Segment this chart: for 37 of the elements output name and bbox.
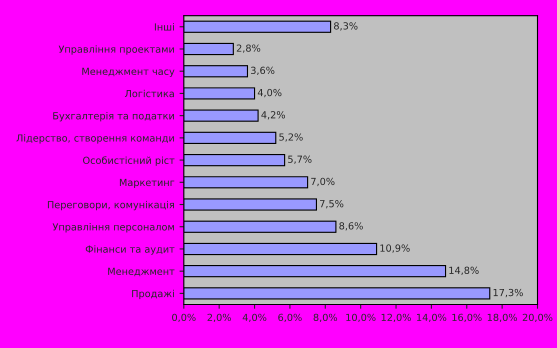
y-tick-label: Продажі (132, 290, 174, 300)
x-tick-label: 2,0% (208, 314, 231, 322)
y-tick-label: Інші (154, 23, 174, 30)
y-tick-label: Логістика (124, 90, 174, 98)
y-tick-label: Менеджмент (108, 268, 174, 276)
data-label: 5,7% (288, 156, 312, 164)
x-tick-label: 18,0% (488, 314, 518, 322)
data-label: 3,6% (250, 66, 274, 76)
x-tick-label: 4,0% (242, 314, 266, 322)
x-tick-label: 8,0% (314, 314, 338, 322)
y-tick-label: Лідерство, створення команди (16, 134, 174, 144)
y-tick-label: Переговори, комунікація (48, 200, 174, 210)
y-tick-label: Маркетинг (120, 178, 174, 188)
data-label: 7,0% (311, 178, 335, 186)
x-tick-label: 14,0% (417, 314, 446, 322)
x-tick-label: 0,0% (172, 314, 196, 322)
data-label: 2,8% (236, 44, 260, 53)
data-label: 17,3% (494, 288, 523, 298)
y-tick-label: Бухгалтерія та податки (53, 112, 174, 122)
y-tick-label: Менеджмент часу (82, 68, 174, 77)
x-tick-label: 12,0% (382, 314, 411, 322)
data-label: 14,8% (449, 266, 479, 275)
x-tick-label: 10,0% (346, 314, 376, 322)
x-tick-label: 16,0% (452, 314, 482, 322)
data-label: 10,9% (380, 244, 410, 253)
data-label: 8,6% (339, 222, 363, 231)
data-label: 8,3% (334, 22, 358, 31)
data-label: 5,2% (279, 133, 303, 142)
y-tick-label: Особистісний ріст (83, 156, 174, 166)
data-label: 4,2% (261, 111, 286, 120)
x-tick-label: 20,0% (522, 314, 552, 322)
x-tick-label: 6,0% (278, 314, 302, 322)
y-tick-label: Управління персоналом (52, 223, 174, 232)
y-tick-label: Фінанси та аудит (86, 245, 174, 255)
data-label: 4,0% (258, 88, 282, 98)
data-label: 7,5% (320, 200, 344, 208)
y-tick-label: Управління проектами (58, 45, 174, 55)
